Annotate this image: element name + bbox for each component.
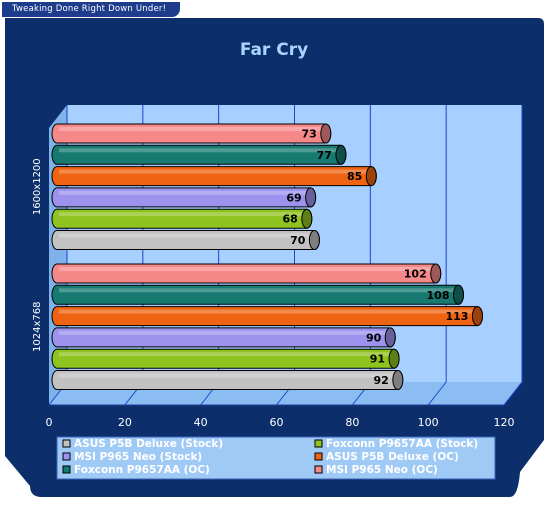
- bar-highlight: [59, 233, 313, 238]
- bar-body: [51, 284, 464, 305]
- data-label: 69: [286, 191, 301, 204]
- bar-highlight: [59, 267, 434, 271]
- legend-swatch: [314, 465, 323, 474]
- legend-label: ASUS P5B Deluxe (Stock): [74, 438, 223, 450]
- floor-gridline: [503, 381, 523, 406]
- bar-highlight: [59, 212, 305, 217]
- legend-item: ASUS P5B Deluxe (Stock): [62, 438, 223, 450]
- y-axis: 1600x1200 1024x768: [32, 158, 43, 352]
- bar-cap: [453, 284, 464, 305]
- legend-label: ASUS P5B Deluxe (OC): [326, 451, 459, 463]
- bar-cap: [305, 187, 317, 208]
- data-label: 92: [374, 374, 389, 387]
- bar-cap: [301, 208, 313, 229]
- legend-swatch: [62, 452, 71, 461]
- legend-label: MSI P965 Neo (OC): [326, 464, 438, 476]
- bar-highlight: [59, 190, 309, 195]
- bar-cap: [388, 348, 400, 369]
- legend-item: MSI P965 Neo (Stock): [62, 451, 202, 463]
- bar: 102: [51, 263, 442, 284]
- category-label: 1024x768: [32, 302, 43, 352]
- bar-body: [51, 263, 442, 284]
- bar: 77: [51, 144, 347, 165]
- legend-label: Foxconn P9657AA (Stock): [326, 438, 478, 450]
- data-label: 102: [404, 268, 427, 281]
- x-tick-label: 40: [194, 416, 208, 429]
- x-tick-label: 0: [46, 416, 53, 429]
- bar-body: [51, 208, 313, 229]
- bar: 90: [51, 327, 396, 348]
- x-tick-label: 80: [345, 416, 359, 429]
- category-label: 1600x1200: [32, 158, 43, 215]
- chart-title: Far Cry: [240, 40, 308, 60]
- bar-highlight: [59, 169, 370, 174]
- bar-highlight: [59, 352, 393, 357]
- legend-swatch: [314, 439, 323, 448]
- bar-body: [51, 144, 347, 165]
- bar-highlight: [59, 148, 339, 153]
- data-label: 77: [317, 149, 332, 162]
- data-label: 68: [283, 213, 298, 226]
- legend-label: Foxconn P9657AA (OC): [74, 464, 210, 476]
- bar: 85: [51, 166, 377, 187]
- bar-cap: [471, 306, 483, 327]
- data-label: 113: [445, 310, 468, 323]
- bar-body: [51, 327, 396, 348]
- legend-item: MSI P965 Neo (OC): [314, 464, 438, 476]
- bar-body: [51, 230, 320, 250]
- legend-swatch: [62, 439, 71, 448]
- bar-highlight: [59, 330, 389, 335]
- legend-swatch: [314, 452, 323, 461]
- bar-cap: [335, 144, 347, 165]
- bar-cap: [392, 370, 404, 390]
- bar-cap: [365, 166, 377, 187]
- bar-body: [51, 348, 400, 369]
- x-tick-label: 100: [418, 416, 439, 429]
- data-label: 70: [290, 234, 306, 247]
- bar: 108: [51, 284, 464, 305]
- bar: 73: [51, 123, 332, 144]
- bar: 113: [51, 306, 483, 327]
- bar-highlight: [59, 127, 324, 131]
- bar-highlight: [59, 309, 476, 314]
- legend-item: Foxconn P9657AA (Stock): [314, 438, 478, 450]
- bar: 91: [51, 348, 400, 369]
- bar-cap: [320, 123, 332, 144]
- data-label: 85: [347, 170, 362, 183]
- bar-body: [51, 370, 404, 390]
- data-label: 90: [366, 331, 382, 344]
- bar-highlight: [59, 288, 457, 293]
- bar-body: [51, 123, 332, 144]
- bar-body: [51, 187, 317, 208]
- bar-cap: [430, 263, 442, 284]
- bar-body: [51, 166, 377, 187]
- x-axis: 0 20 40 60 80 100 120: [46, 404, 515, 429]
- bar: 69: [51, 187, 317, 208]
- legend-label: MSI P965 Neo (Stock): [74, 451, 202, 463]
- bar-cap: [308, 230, 320, 250]
- x-tick-label: 60: [270, 416, 284, 429]
- legend: [56, 436, 496, 480]
- bar-cap: [384, 327, 396, 348]
- bar: 70: [51, 230, 320, 250]
- legend-item: Foxconn P9657AA (OC): [62, 464, 210, 476]
- bar: 92: [51, 370, 404, 390]
- bar: 68: [51, 208, 313, 229]
- site-banner: Tweaking Done Right Down Under!: [2, 2, 181, 17]
- bar-body: [51, 306, 483, 327]
- x-tick-label: 120: [494, 416, 515, 429]
- legend-swatch: [62, 465, 71, 474]
- data-label: 91: [370, 353, 385, 366]
- data-label: 73: [301, 128, 316, 141]
- x-tick-label: 20: [118, 416, 132, 429]
- data-label: 108: [427, 289, 450, 302]
- floor-gridline: [427, 381, 447, 406]
- legend-items: ASUS P5B Deluxe (Stock) Foxconn P9657AA (…: [62, 438, 478, 476]
- legend-item: ASUS P5B Deluxe (OC): [314, 451, 459, 463]
- bar-highlight: [59, 373, 396, 378]
